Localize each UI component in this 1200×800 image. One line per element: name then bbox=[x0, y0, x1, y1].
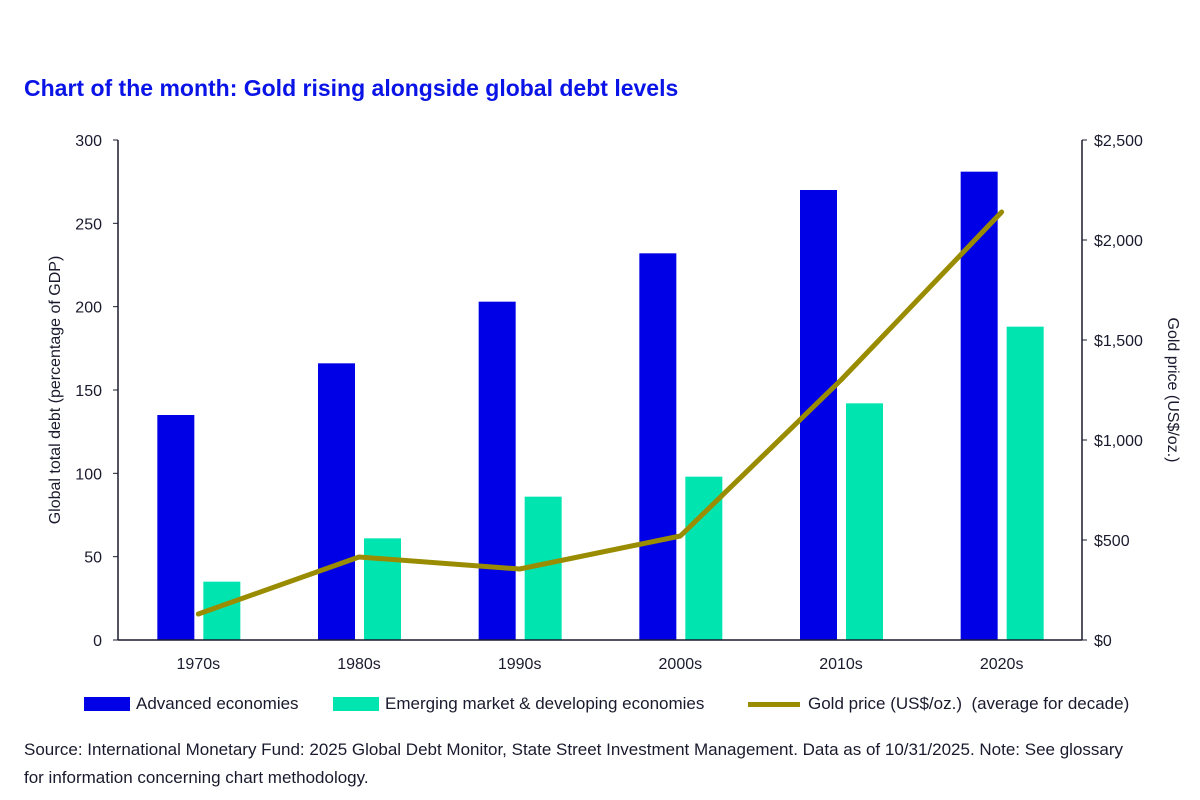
x-tick-label: 2020s bbox=[980, 656, 1024, 673]
bar-advanced-1980s bbox=[318, 363, 355, 640]
left-tick-label: 200 bbox=[75, 300, 102, 317]
source-note: Source: International Monetary Fund: 202… bbox=[24, 740, 1124, 787]
left-tick-label: 250 bbox=[75, 216, 102, 233]
x-tick-label: 2000s bbox=[659, 656, 703, 673]
bar-advanced-1970s bbox=[157, 415, 195, 640]
left-tick-label: 50 bbox=[84, 550, 102, 567]
left-tick-label: 0 bbox=[93, 633, 102, 650]
right-tick-label: $1,500 bbox=[1094, 333, 1143, 350]
bar-advanced-2020s bbox=[960, 171, 998, 640]
left-tick-label: 100 bbox=[75, 466, 102, 483]
bar-emerging-1980s bbox=[364, 538, 401, 640]
gold-price-line bbox=[195, 209, 1005, 617]
legend-item-gold: Gold price (US$/oz.) (average for decade… bbox=[748, 694, 1129, 714]
left-tick-label: 300 bbox=[75, 133, 102, 150]
right-tick-label: $500 bbox=[1094, 533, 1130, 550]
x-tick-label: 2010s bbox=[819, 656, 863, 673]
left-axis-label: Global total debt (percentage of GDP) bbox=[47, 256, 64, 525]
right-tick-label: $2,000 bbox=[1094, 233, 1143, 250]
legend-swatch-gold bbox=[748, 701, 800, 707]
legend-item-advanced: Advanced economies bbox=[84, 694, 299, 714]
bar-emerging-2010s bbox=[846, 403, 883, 640]
right-tick-label: $0 bbox=[1094, 633, 1112, 650]
legend-label: Emerging market & developing economies bbox=[385, 694, 705, 713]
legend-swatch-advanced bbox=[84, 697, 130, 711]
bar-advanced-2000s bbox=[639, 253, 677, 641]
x-tick-label: 1990s bbox=[498, 656, 542, 673]
chart-title: Chart of the month: Gold rising alongsid… bbox=[24, 75, 679, 101]
legend-label: Advanced economies bbox=[136, 694, 299, 713]
legend-item-emerging: Emerging market & developing economies bbox=[333, 694, 704, 714]
x-tick-label: 1980s bbox=[337, 656, 381, 673]
legend-label: Gold price (US$/oz.) (average for decade… bbox=[808, 694, 1130, 713]
right-tick-label: $1,000 bbox=[1094, 433, 1143, 450]
right-tick-label: $2,500 bbox=[1094, 133, 1143, 150]
bar-advanced-1990s bbox=[478, 301, 516, 640]
left-tick-label: 150 bbox=[75, 383, 102, 400]
x-tick-label: 1970s bbox=[177, 656, 221, 673]
legend-swatch-emerging bbox=[333, 697, 379, 711]
bar-emerging-2020s bbox=[1006, 326, 1044, 640]
right-axis-label: Gold price (US$/oz.) bbox=[1164, 318, 1181, 463]
